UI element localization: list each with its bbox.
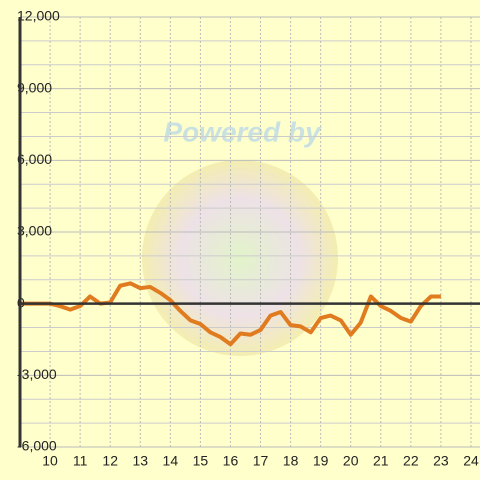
y-tick-label: -6,000	[17, 438, 57, 454]
watermark-circle	[142, 160, 338, 356]
y-tick-label: 6,000	[17, 151, 52, 167]
watermark-text: Powered by	[163, 116, 322, 147]
x-tick-label: 10	[42, 453, 58, 469]
y-tick-label: 12,000	[17, 8, 60, 24]
x-tick-label: 12	[102, 453, 118, 469]
x-tick-label: 13	[132, 453, 148, 469]
data-line	[20, 281, 441, 347]
x-tick-label: 14	[163, 453, 179, 469]
x-tick-label: 24	[463, 453, 479, 469]
x-tick-label: 19	[313, 453, 329, 469]
x-tick-label: 20	[343, 453, 359, 469]
y-tick-label: -3,000	[17, 366, 57, 382]
watermark: Powered by	[142, 116, 338, 356]
x-tick-label: 21	[373, 453, 389, 469]
x-tick-label: 17	[253, 453, 269, 469]
y-tick-label: 9,000	[17, 79, 52, 95]
x-tick-label: 15	[193, 453, 209, 469]
x-tick-label: 23	[433, 453, 449, 469]
x-tick-label: 11	[73, 453, 88, 469]
x-tick-label: 16	[223, 453, 239, 469]
x-tick-label: 22	[403, 453, 419, 469]
y-tick-label: 3,000	[17, 223, 52, 239]
x-tick-label: 18	[283, 453, 299, 469]
